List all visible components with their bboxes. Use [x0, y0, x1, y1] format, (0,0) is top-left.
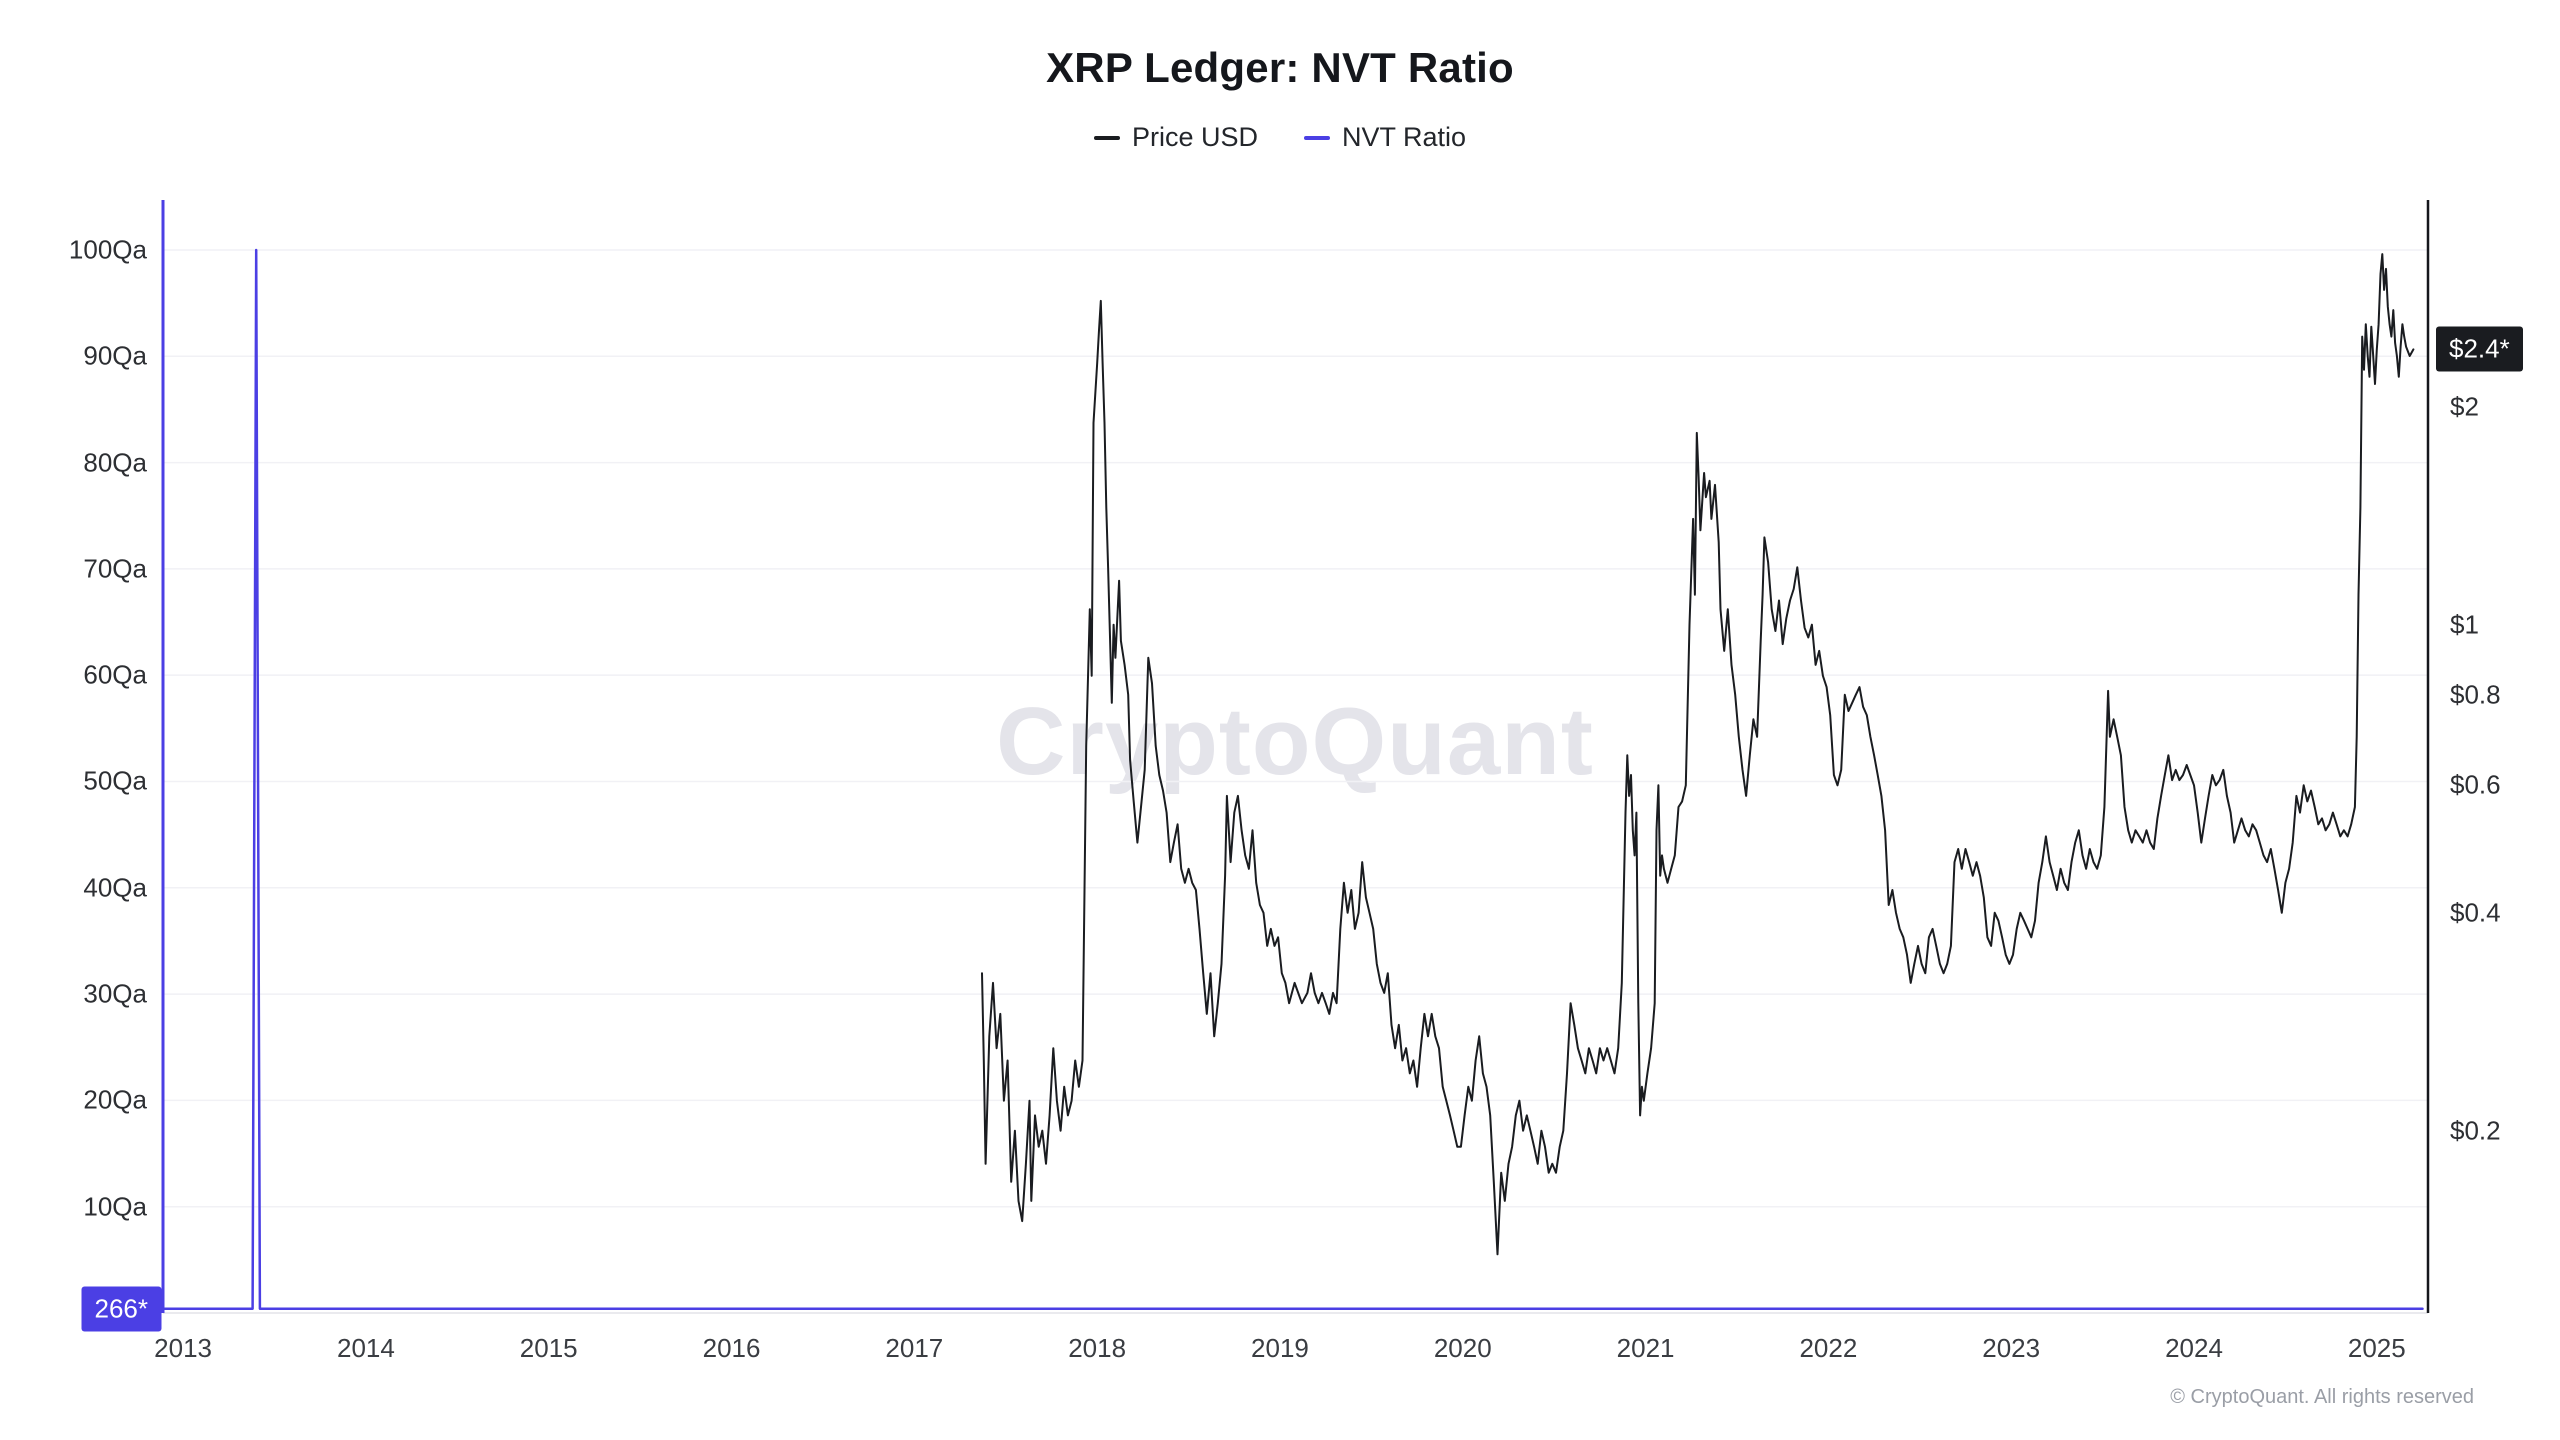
- x-axis-tick-label: 2013: [154, 1333, 213, 1363]
- right-axis-tick-label: $0.4: [2450, 897, 2501, 928]
- x-axis-tick-label: 2020: [1433, 1333, 1492, 1363]
- right-axis-tick-label: $1: [2450, 609, 2479, 640]
- legend: Price USD NVT Ratio: [0, 122, 2560, 153]
- left-axis-tick-label: 10Qa: [83, 1191, 147, 1222]
- x-axis-tick-label: 2015: [519, 1333, 578, 1363]
- x-axis-tick-label: 2025: [2347, 1333, 2406, 1363]
- x-axis-tick-label: 2018: [1068, 1333, 1127, 1363]
- x-axis-tick-label: 2016: [702, 1333, 761, 1363]
- left-axis-tick-label: 50Qa: [83, 765, 147, 796]
- price-current-value-badge: $2.4*: [2436, 326, 2523, 372]
- x-axis-tick-label: 2022: [1799, 1333, 1858, 1363]
- right-axis-tick-label: $2: [2450, 391, 2479, 422]
- right-axis-tick-label: $0.6: [2450, 769, 2501, 800]
- copyright-notice: © CryptoQuant. All rights reserved: [2170, 1386, 2474, 1408]
- nvt-current-value-badge: 266*: [81, 1286, 161, 1332]
- left-axis-tick-label: 100Qa: [68, 234, 147, 265]
- right-axis-tick-label: $0.2: [2450, 1115, 2501, 1146]
- nvt-ratio-line: [163, 248, 2424, 1310]
- x-axis-tick-label: 2021: [1616, 1333, 1675, 1363]
- x-axis-tick-label: 2019: [1251, 1333, 1309, 1363]
- left-axis-tick-label: 90Qa: [83, 340, 147, 371]
- price-line-marker-icon: [1093, 135, 1120, 140]
- left-axis-tick-label: 70Qa: [83, 553, 147, 584]
- legend-item-nvt-ratio[interactable]: NVT Ratio: [1303, 122, 1467, 153]
- x-axis-tick-label: 2014: [336, 1333, 395, 1363]
- right-axis-tick-label: $0.8: [2450, 679, 2501, 710]
- left-axis-tick-label: 30Qa: [83, 978, 147, 1009]
- x-axis-tick-label: 2023: [1982, 1333, 2041, 1363]
- nvt-line-marker-icon: [1303, 135, 1330, 140]
- x-axis-tick-label: 2024: [2165, 1333, 2223, 1363]
- left-axis-tick-label: 80Qa: [83, 447, 147, 478]
- chart-title: XRP Ledger: NVT Ratio: [1046, 44, 1514, 91]
- legend-item-price-usd[interactable]: Price USD: [1093, 122, 1258, 153]
- x-axis-tick-label: 2017: [885, 1333, 944, 1363]
- left-axis-tick-label: 20Qa: [83, 1084, 147, 1115]
- legend-label-nvt-ratio: NVT Ratio: [1341, 122, 1467, 152]
- price-usd-line: [981, 253, 2415, 1256]
- legend-label-price-usd: Price USD: [1131, 122, 1258, 152]
- left-axis-tick-label: 60Qa: [83, 659, 147, 690]
- left-axis-tick-label: 40Qa: [83, 872, 147, 903]
